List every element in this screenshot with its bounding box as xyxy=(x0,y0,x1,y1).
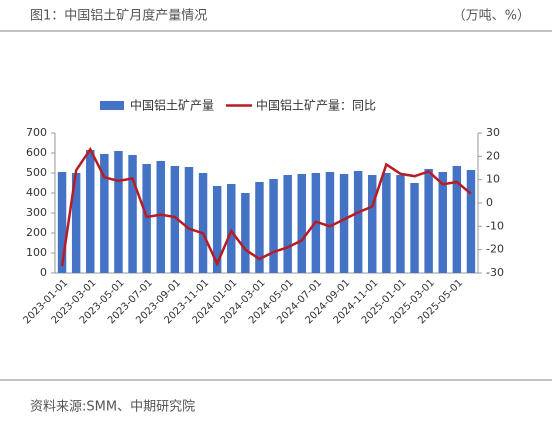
bar xyxy=(128,155,137,273)
bar xyxy=(114,151,123,273)
y2-tick-label: -10 xyxy=(486,219,504,232)
y2-tick-label: 0 xyxy=(486,196,493,209)
line xyxy=(60,146,472,267)
bar xyxy=(353,171,363,273)
legend-label: 中国铝土矿产量 xyxy=(130,98,214,113)
bar xyxy=(86,150,95,273)
chart-title: 图1：中国铝土矿月度产量情况 xyxy=(30,8,207,24)
unit-label: （万吨、%） xyxy=(453,9,530,24)
y2-tick-label: 10 xyxy=(486,173,500,186)
bar xyxy=(297,174,306,273)
y-tick-label: 400 xyxy=(26,186,47,199)
bar xyxy=(466,170,476,273)
y2-tick-label: 30 xyxy=(486,126,500,139)
bar xyxy=(142,164,151,273)
bar xyxy=(438,172,447,273)
bar xyxy=(325,172,335,273)
bar xyxy=(227,184,236,273)
y-tick-label: 600 xyxy=(26,146,47,159)
bar xyxy=(241,193,250,273)
legend-label: 中国铝土矿产量：同比 xyxy=(256,98,376,113)
y-tick-label: 100 xyxy=(26,246,47,259)
y-tick-label: 700 xyxy=(26,126,47,139)
bar xyxy=(57,172,67,273)
source: 资料来源:SMM、中期研究院 xyxy=(30,400,195,415)
bar xyxy=(410,183,419,273)
bar xyxy=(198,173,208,273)
y-tick-label: 300 xyxy=(26,206,47,219)
bar xyxy=(269,179,278,273)
bar xyxy=(396,175,405,273)
y2-tick-label: -30 xyxy=(486,266,504,279)
bar xyxy=(255,182,264,273)
bar xyxy=(339,174,349,273)
y-tick-label: 0 xyxy=(40,266,47,279)
bar xyxy=(184,167,194,273)
bar xyxy=(170,166,180,273)
bar xyxy=(283,175,292,273)
y2-tick-label: -20 xyxy=(486,243,504,256)
bar xyxy=(424,169,433,273)
bar xyxy=(382,173,391,273)
bar xyxy=(212,186,222,273)
legend-swatch xyxy=(100,101,124,110)
y2-tick-label: 20 xyxy=(486,149,500,162)
bar xyxy=(368,175,377,273)
bar xyxy=(100,154,109,273)
bar xyxy=(156,161,165,273)
bar xyxy=(452,166,462,273)
y-tick-label: 200 xyxy=(26,226,47,239)
bar xyxy=(71,173,81,273)
y-tick-label: 500 xyxy=(26,166,47,179)
